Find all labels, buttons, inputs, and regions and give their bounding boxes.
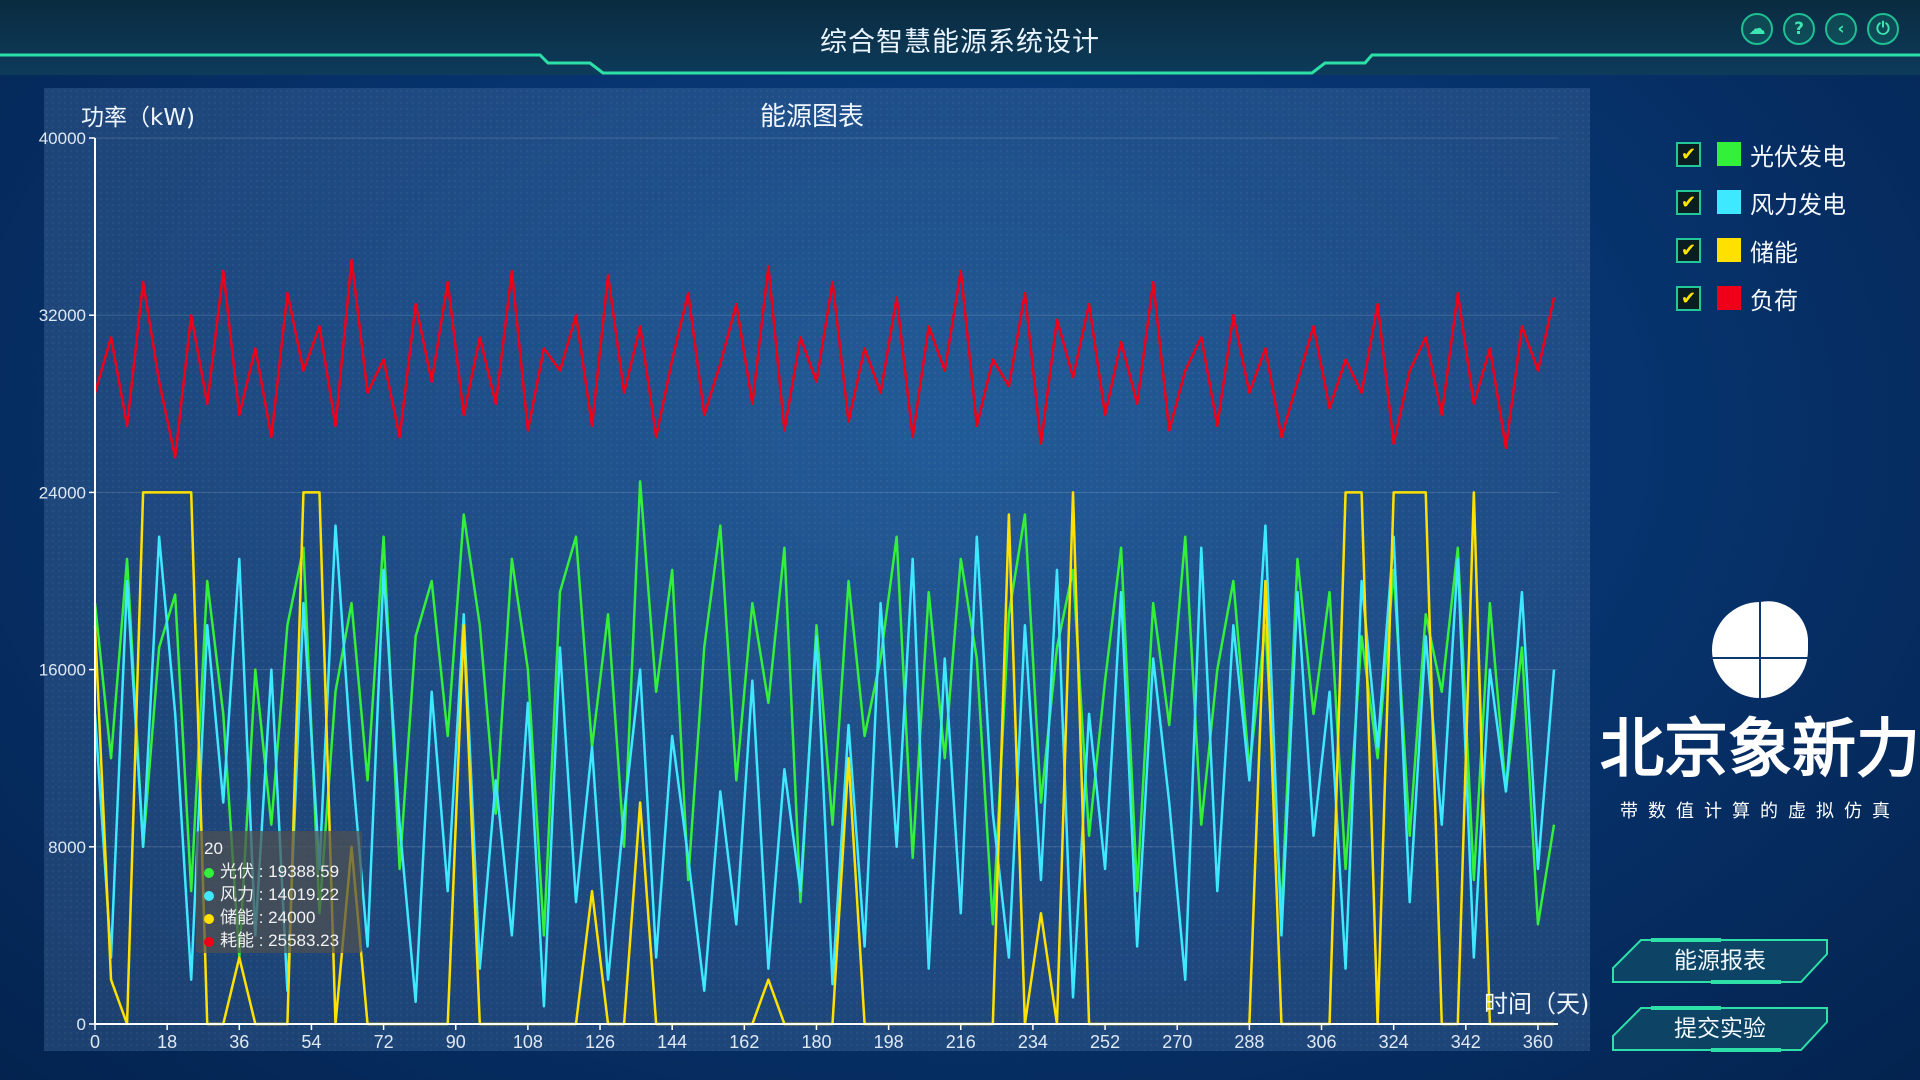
tooltip-row: 风力 : 14019.22 [204, 883, 354, 906]
cloud-check-icon[interactable]: ☁ [1741, 13, 1773, 45]
header-frame-line [0, 53, 1920, 75]
tooltip-value: 储能 : 24000 [220, 908, 316, 927]
legend-swatch [1717, 190, 1741, 214]
series-line-耗能 [93, 258, 1556, 459]
y-tick-label: 40000 [39, 129, 86, 148]
submit-experiment-label: 提交实验 [1674, 1016, 1766, 1042]
x-tick-label: 180 [801, 1032, 831, 1052]
y-tick-label: 8000 [48, 838, 86, 857]
series-line-风力 [93, 524, 1556, 1008]
x-tick-label: 144 [657, 1032, 687, 1052]
x-tick-label: 90 [446, 1032, 466, 1052]
x-tick-label: 288 [1234, 1032, 1264, 1052]
back-icon[interactable]: ‹ [1825, 13, 1857, 45]
x-tick-label: 36 [229, 1032, 249, 1052]
x-tick-label: 252 [1090, 1032, 1120, 1052]
x-tick-label: 306 [1306, 1032, 1336, 1052]
series-legend: ✔ 光伏发电 ✔ 风力发电 ✔ 储能 ✔ 负荷 [1676, 130, 1846, 322]
x-tick-label: 324 [1379, 1032, 1409, 1052]
series-dot-icon [204, 936, 214, 947]
power-icon[interactable]: ⏻ [1867, 13, 1899, 45]
checkbox-wind[interactable]: ✔ [1676, 189, 1701, 215]
legend-label: 风力发电 [1750, 190, 1846, 219]
chart-tooltip: 20 光伏 : 19388.59 风力 : 14019.22 储能 : 24000 耗… [196, 831, 362, 953]
legend-label: 储能 [1750, 238, 1798, 267]
x-tick-label: 270 [1162, 1032, 1192, 1052]
checkbox-storage[interactable]: ✔ [1676, 237, 1701, 263]
tooltip-title: 20 [204, 839, 223, 858]
tooltip-value: 耗能 : 25583.23 [220, 931, 340, 950]
logo-tagline: 带数值计算的虚拟仿真 [1620, 801, 1900, 822]
x-tick-label: 108 [513, 1032, 543, 1052]
tooltip-row: 耗能 : 25583.23 [204, 929, 354, 952]
tooltip-value: 光伏 : 19388.59 [220, 862, 340, 881]
energy-report-button[interactable]: 能源报表 [1611, 938, 1829, 984]
legend-item-load[interactable]: ✔ 负荷 [1676, 274, 1846, 322]
legend-item-pv[interactable]: ✔ 光伏发电 [1676, 130, 1846, 178]
x-axis-label: 时间（天) [1484, 990, 1590, 1018]
x-tick-label: 198 [874, 1032, 904, 1052]
series-line-光伏 [93, 480, 1556, 959]
y-tick-label: 0 [77, 1015, 86, 1034]
legend-label: 光伏发电 [1750, 142, 1846, 171]
checkbox-load[interactable]: ✔ [1676, 285, 1701, 311]
legend-swatch [1717, 238, 1741, 262]
tooltip-row: 储能 : 24000 [204, 906, 354, 929]
x-tick-label: 18 [157, 1032, 177, 1052]
legend-item-storage[interactable]: ✔ 储能 [1676, 226, 1846, 274]
y-tick-label: 16000 [39, 661, 86, 680]
legend-swatch [1717, 286, 1741, 310]
y-tick-label: 32000 [39, 306, 86, 325]
x-tick-label: 54 [301, 1032, 321, 1052]
legend-swatch [1717, 142, 1741, 166]
checkbox-pv[interactable]: ✔ [1676, 141, 1701, 167]
app-title: 综合智慧能源系统设计 [820, 27, 1100, 58]
energy-report-label: 能源报表 [1674, 948, 1766, 974]
help-icon[interactable]: ? [1783, 13, 1815, 45]
tooltip-value: 风力 : 14019.22 [220, 885, 340, 904]
series-dot-icon [204, 890, 214, 901]
legend-item-wind[interactable]: ✔ 风力发电 [1676, 178, 1846, 226]
tooltip-row: 光伏 : 19388.59 [204, 860, 354, 883]
header-bar [0, 0, 1920, 75]
series-dot-icon [204, 913, 214, 924]
y-axis-label: 功率（kW) [81, 105, 196, 131]
legend-label: 负荷 [1750, 286, 1798, 315]
submit-experiment-button[interactable]: 提交实验 [1611, 1006, 1829, 1052]
x-tick-label: 126 [585, 1032, 615, 1052]
x-tick-label: 162 [729, 1032, 759, 1052]
x-tick-label: 360 [1523, 1032, 1553, 1052]
chart-title: 能源图表 [760, 102, 865, 132]
x-tick-label: 216 [946, 1032, 976, 1052]
x-tick-label: 342 [1451, 1032, 1481, 1052]
x-tick-label: 234 [1018, 1032, 1048, 1052]
y-tick-label: 24000 [39, 483, 86, 502]
elephant-logo [1710, 601, 1810, 698]
x-tick-label: 72 [374, 1032, 394, 1052]
series-dot-icon [204, 867, 214, 878]
logo-name: 北京象新力 [1600, 713, 1920, 787]
x-tick-label: 0 [90, 1032, 100, 1052]
